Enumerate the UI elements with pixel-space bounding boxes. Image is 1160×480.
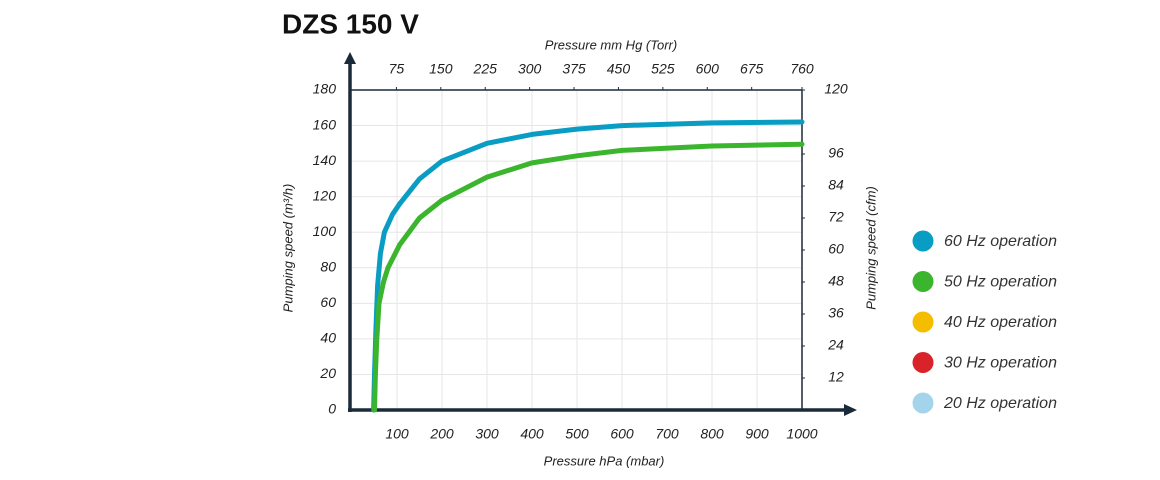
y-tick-label: 180 [313,81,337,97]
y-tick-label: 120 [313,187,337,203]
legend-swatch [912,392,934,414]
x2-tick-label: 150 [429,61,453,77]
legend-label: 40 Hz operation [944,314,1057,331]
y2-tick-label: 120 [824,81,848,97]
x-tick-label: 100 [385,426,409,442]
x2-tick-label: 300 [518,61,542,77]
y2-tick-label: 36 [828,305,844,321]
legend-label: 50 Hz operation [944,274,1057,291]
y-tick-label: 60 [320,294,336,310]
x-axis-title: Pressure hPa (mbar) [544,453,665,468]
y-tick-label: 80 [320,258,336,274]
legend-label: 20 Hz operation [943,395,1057,412]
x-tick-label: 900 [745,426,769,442]
x2-tick-label: 600 [696,61,720,77]
x2-tick-label: 75 [389,61,405,77]
x2-tick-label: 225 [473,61,498,77]
x-tick-label: 1000 [786,426,817,442]
legend-swatch [912,271,934,292]
y-tick-label: 40 [320,330,336,346]
axis-arrow [344,52,356,64]
series-line [371,119,805,413]
x2-tick-label: 760 [790,61,814,77]
x-tick-label: 200 [429,426,454,442]
y-tick-label: 140 [313,152,337,168]
axis-arrow [844,404,857,416]
x-tick-label: 300 [475,426,499,442]
y-tick-label: 160 [313,116,337,132]
x-tick-label: 800 [700,426,724,442]
y-tick-label: 20 [319,365,336,381]
legend-label: 60 Hz operation [944,233,1057,250]
y2-tick-label: 24 [827,337,844,353]
x2-tick-label: 675 [740,61,764,77]
x-tick-label: 600 [610,426,634,442]
legend-swatch [912,311,934,333]
y2-axis-title: Pumping speed (cfm) [863,186,878,310]
y-axis-title: Pumping speed (m³/h) [280,184,295,313]
chart-title: DZS 150 V [282,8,419,39]
x-tick-label: 700 [655,426,679,442]
y2-tick-label: 72 [828,209,844,225]
x2-tick-label: 525 [651,61,675,77]
legend-swatch [912,352,934,373]
y2-tick-label: 96 [828,145,844,161]
y2-tick-label: 60 [828,241,844,257]
x2-tick-label: 375 [562,61,586,77]
y2-tick-label: 48 [828,273,844,289]
y-tick-label: 0 [328,401,336,417]
legend-swatch [912,230,934,252]
x2-tick-label: 450 [607,61,631,77]
series-line [372,141,805,413]
x-tick-label: 400 [520,426,544,442]
y2-tick-label: 84 [828,177,844,193]
y-tick-label: 100 [313,223,337,239]
y2-tick-label: 12 [828,369,844,385]
x-tick-label: 500 [565,426,589,442]
legend-label: 30 Hz operation [944,355,1057,372]
x2-axis-title: Pressure mm Hg (Torr) [545,37,677,52]
